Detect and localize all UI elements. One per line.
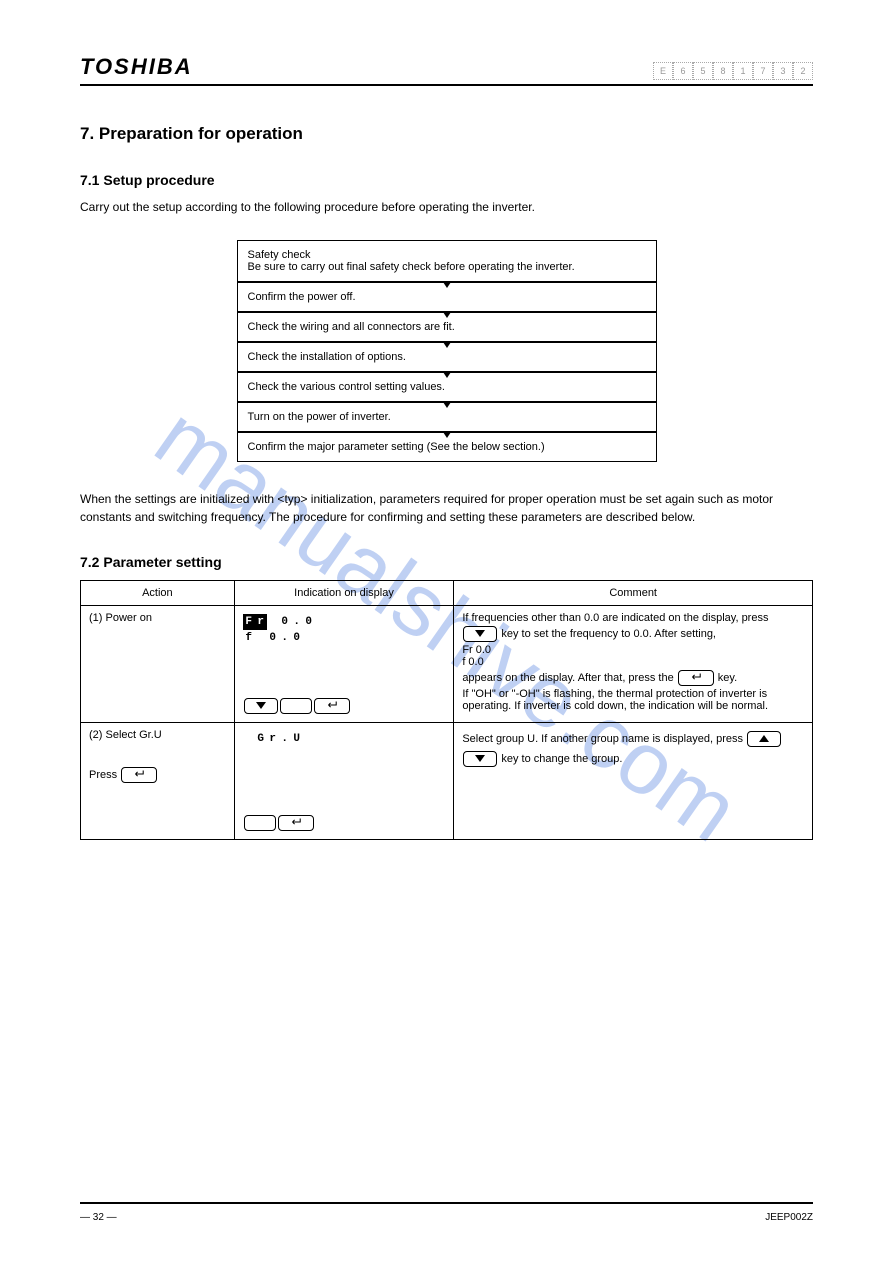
header-row: TOSHIBA E 6 5 8 1 7 3 2 (80, 54, 813, 86)
down-key-icon (463, 751, 497, 767)
td-display: Fr 0.0 f0. 0 (234, 606, 454, 723)
lcd-display: Fr 0.0 f0. 0 (243, 614, 403, 646)
page-container: TOSHIBA E 6 5 8 1 7 3 2 7. Preparation f… (0, 0, 893, 880)
enter-key-icon (278, 815, 314, 831)
part-box: 5 (693, 62, 713, 80)
th-comment: Comment (454, 581, 813, 606)
part-box: 8 (713, 62, 733, 80)
td-display: Gr.U (234, 723, 454, 840)
footer-page-number: — 32 — (80, 1212, 117, 1223)
td-action: (1) Power on (81, 606, 235, 723)
operation-table: Action Indication on display Comment (1)… (80, 580, 813, 840)
enter-key-icon (121, 767, 157, 783)
enter-key-icon (314, 698, 350, 714)
down-key-icon (463, 626, 497, 642)
intro-text: Carry out the setup according to the fol… (80, 198, 813, 216)
subsection-heading: 7.1 Setup procedure (80, 172, 813, 188)
th-display: Indication on display (234, 581, 454, 606)
key-row (243, 813, 446, 833)
part-box: 6 (673, 62, 693, 80)
down-key-icon (244, 698, 278, 714)
th-action: Action (81, 581, 235, 606)
setup-flowchart: Safety checkBe sure to carry out final s… (237, 240, 657, 462)
blank-key (280, 698, 312, 714)
part-box: E (653, 62, 673, 80)
after-flow-text: When the settings are initialized with <… (80, 490, 813, 526)
footer-doc-code: JEEP002Z (765, 1212, 813, 1223)
td-action: (2) Select Gr.UPress (81, 723, 235, 840)
key-row (243, 696, 446, 716)
flow-step: Safety checkBe sure to carry out final s… (237, 240, 657, 282)
lcd-display: Gr.U (243, 731, 403, 763)
page-footer: — 32 — JEEP002Z (80, 1202, 813, 1223)
section-heading: 7. Preparation for operation (80, 124, 813, 144)
part-box: 2 (793, 62, 813, 80)
part-box: 1 (733, 62, 753, 80)
td-comment: Select group U. If another group name is… (454, 723, 813, 840)
brand-logo: TOSHIBA (80, 54, 193, 80)
part-box: 7 (753, 62, 773, 80)
enter-key-icon (678, 670, 714, 686)
part-box: 3 (773, 62, 793, 80)
td-comment: If frequencies other than 0.0 are indica… (454, 606, 813, 723)
table-row: (1) Power onFr 0.0 f0. 0 If frequencies … (81, 606, 813, 723)
up-key-icon (747, 731, 781, 747)
part-number-boxes: E 6 5 8 1 7 3 2 (653, 62, 813, 80)
table-heading: 7.2 Parameter setting (80, 554, 813, 570)
table-row: (2) Select Gr.UPress Gr.U Select group U… (81, 723, 813, 840)
blank-key (244, 815, 276, 831)
